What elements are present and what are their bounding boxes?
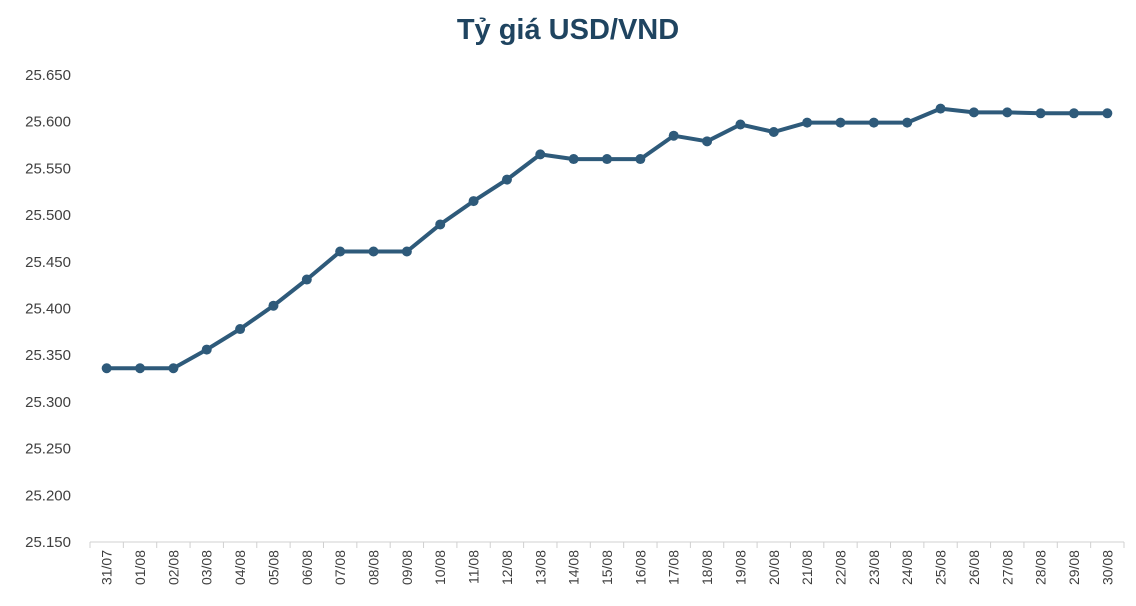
x-tick-label: 08/08 — [366, 550, 382, 585]
x-tick-label: 21/08 — [799, 550, 815, 585]
y-tick-label: 25.300 — [25, 394, 71, 411]
data-point — [702, 136, 713, 147]
x-tick-label: 02/08 — [165, 550, 181, 585]
x-tick-label: 31/07 — [99, 550, 115, 585]
x-tick-label: 14/08 — [566, 550, 582, 585]
data-point — [602, 154, 612, 165]
y-tick-label: 25.450 — [25, 254, 71, 271]
data-point — [335, 246, 346, 257]
series-points — [101, 103, 1113, 374]
data-point — [235, 324, 246, 335]
data-point — [635, 154, 646, 165]
data-point — [935, 103, 946, 114]
data-point — [1068, 108, 1079, 119]
data-point — [535, 149, 546, 160]
x-tick-label: 22/08 — [832, 550, 848, 585]
x-tick-label: 15/08 — [599, 550, 615, 585]
x-tick-label: 17/08 — [666, 550, 682, 585]
data-point — [201, 344, 212, 355]
data-point — [668, 130, 679, 141]
y-tick-label: 25.650 — [25, 67, 71, 84]
data-point — [468, 196, 479, 207]
y-tick-label: 25.350 — [25, 347, 71, 364]
x-tick-label: 27/08 — [999, 550, 1015, 585]
x-tick-label: 25/08 — [933, 550, 949, 585]
x-tick-label: 19/08 — [732, 550, 748, 585]
data-point — [268, 300, 279, 311]
x-tick-label: 24/08 — [899, 550, 915, 585]
x-tick-label: 20/08 — [766, 550, 782, 585]
data-point — [1102, 108, 1113, 119]
x-tick-label: 03/08 — [199, 550, 215, 585]
data-point — [101, 363, 112, 374]
data-point — [1002, 107, 1013, 118]
x-tick-label: 10/08 — [432, 550, 448, 585]
x-tick-label: 28/08 — [1033, 550, 1049, 585]
x-axis-tick-marks — [89, 542, 1125, 548]
x-tick-label: 11/08 — [466, 550, 482, 584]
x-tick-label: 12/08 — [499, 550, 515, 585]
data-point — [735, 119, 746, 130]
data-point — [802, 117, 813, 128]
x-axis-tick-labels: 31/07 01/08 02/08 03/08 04/08 05/08 06/08 07/08… — [99, 550, 1116, 585]
y-tick-label: 25.550 — [25, 160, 71, 177]
data-point — [835, 117, 846, 128]
x-tick-label: 07/08 — [332, 550, 348, 585]
y-tick-label: 25.400 — [25, 301, 71, 318]
x-tick-label: 29/08 — [1066, 550, 1082, 585]
data-point — [1035, 108, 1046, 119]
x-tick-label: 06/08 — [299, 550, 315, 585]
y-tick-label: 25.250 — [25, 441, 71, 458]
data-point — [501, 174, 512, 185]
x-tick-label: 30/08 — [1099, 550, 1115, 585]
x-tick-label: 13/08 — [532, 550, 548, 585]
data-point — [168, 363, 179, 374]
data-point — [135, 363, 146, 374]
series-line — [104, 106, 1110, 371]
data-point — [568, 154, 579, 165]
data-point — [902, 117, 913, 128]
x-tick-label: 09/08 — [399, 550, 415, 585]
x-tick-label: 04/08 — [232, 550, 248, 585]
y-axis-tick-labels: 25.150 25.200 25.250 25.300 25.350 25.400 25.4… — [25, 67, 71, 551]
x-tick-label: 16/08 — [632, 550, 648, 585]
y-tick-label: 25.500 — [25, 207, 71, 224]
x-tick-label: 23/08 — [866, 550, 882, 585]
data-point — [401, 246, 412, 257]
data-point — [368, 246, 379, 257]
x-tick-label: 26/08 — [966, 550, 982, 585]
data-point — [435, 219, 446, 230]
data-point — [968, 107, 979, 118]
y-tick-label: 25.600 — [25, 114, 71, 131]
data-point — [868, 117, 879, 128]
x-tick-label: 18/08 — [699, 550, 715, 585]
y-tick-label: 25.150 — [25, 534, 71, 551]
x-tick-label: 05/08 — [265, 550, 281, 585]
chart-title: Tỷ giá USD/VND — [456, 14, 680, 46]
data-point — [768, 126, 779, 137]
x-tick-label: 01/08 — [132, 550, 148, 585]
data-point — [301, 274, 312, 285]
y-tick-label: 25.200 — [25, 487, 71, 504]
